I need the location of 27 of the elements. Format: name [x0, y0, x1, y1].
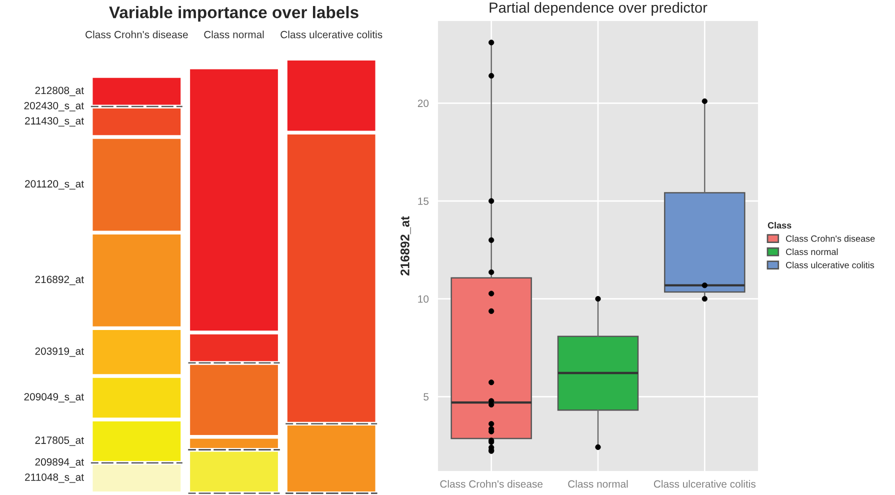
series-label: 209894_at — [35, 458, 84, 468]
series-label: 201120_s_at — [25, 180, 84, 190]
y-tick-label: 10 — [418, 295, 429, 303]
x-tick-label: Class ulcerative colitis — [654, 480, 756, 488]
chart-title: Variable importance over labels — [109, 6, 358, 22]
series-label: 217805_at — [35, 436, 84, 446]
y-axis-title: 216892_at — [400, 216, 411, 276]
series-label: 209049_s_at — [24, 393, 84, 402]
series-label: 216892_at — [35, 276, 84, 286]
x-tick-label: Class ulcerative colitis — [280, 30, 382, 38]
y-tick-label: 5 — [424, 393, 429, 401]
series-label: 202430_s_at — [24, 102, 84, 112]
series-label: 203919_at — [35, 347, 84, 357]
legend-label: Class Crohn's disease — [786, 235, 875, 242]
x-tick-label: Class Crohn's disease — [440, 480, 543, 488]
y-tick-label: 20 — [418, 100, 429, 108]
x-tick-label: Class Crohn's disease — [86, 30, 188, 38]
legend-label: Class normal — [786, 248, 838, 256]
legend-title: Class — [768, 222, 792, 229]
series-label: 211430_s_at — [25, 117, 84, 127]
legend-label: Class ulcerative colitis — [786, 262, 874, 268]
series-label: 211048_s_at — [25, 473, 84, 483]
x-tick-label: Class normal — [568, 480, 628, 488]
x-tick-label: Class normal — [204, 30, 264, 38]
chart-title: Partial dependence over predictor — [490, 2, 708, 16]
series-label: 212808_at — [35, 86, 84, 96]
y-tick-label: 15 — [418, 198, 429, 205]
